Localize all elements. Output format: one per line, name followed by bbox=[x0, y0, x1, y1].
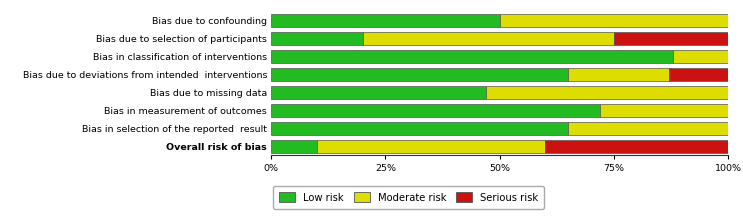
Bar bbox=[600, 104, 728, 117]
Bar bbox=[363, 32, 614, 45]
Bar bbox=[568, 68, 669, 81]
Bar bbox=[545, 140, 728, 153]
Bar bbox=[271, 122, 568, 135]
Bar bbox=[614, 32, 728, 45]
Legend: Low risk, Moderate risk, Serious risk: Low risk, Moderate risk, Serious risk bbox=[273, 186, 545, 209]
Bar bbox=[271, 86, 486, 99]
Bar bbox=[271, 68, 568, 81]
Bar bbox=[673, 50, 728, 63]
Bar bbox=[271, 104, 600, 117]
Bar bbox=[486, 86, 728, 99]
Bar bbox=[568, 122, 728, 135]
Bar bbox=[271, 140, 317, 153]
Bar bbox=[317, 140, 545, 153]
Bar bbox=[271, 14, 499, 27]
Bar bbox=[271, 32, 363, 45]
Bar bbox=[271, 50, 673, 63]
Bar bbox=[669, 68, 728, 81]
Bar bbox=[499, 14, 728, 27]
